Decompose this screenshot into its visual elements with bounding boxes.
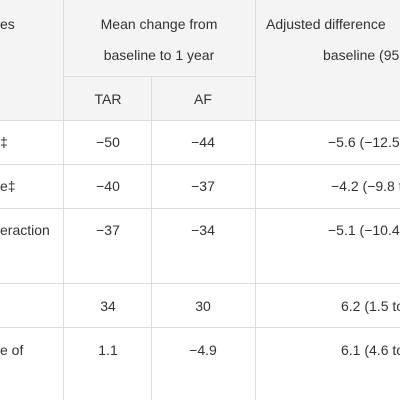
row-af-value-text: 30	[195, 298, 211, 314]
row-label: e of	[0, 340, 23, 360]
header-mean-change-line1: Mean change from	[101, 14, 218, 34]
row-divider	[0, 208, 400, 209]
row-divider	[63, 76, 255, 77]
row-diff-value: −4.2 (−9.8 t	[331, 176, 400, 196]
row-tar-value-text: 34	[100, 298, 116, 314]
row-label-text: ‡	[0, 134, 8, 150]
row-divider	[0, 120, 400, 121]
header-mean-change-line2: baseline to 1 year	[104, 45, 215, 65]
row-label-text: e‡	[0, 178, 16, 194]
row-af-value: −34	[191, 220, 215, 240]
row-label: eraction	[0, 220, 50, 240]
row-label-text: e of	[0, 342, 24, 358]
row-af-value-text: −44	[191, 134, 215, 150]
column-divider	[63, 0, 64, 400]
row-tar-value-text: −40	[96, 178, 120, 194]
subheader-tar-text: TAR	[94, 91, 122, 107]
header-adjusted-diff-line1-text: Adjusted difference	[266, 16, 386, 32]
row-af-value: −37	[191, 176, 215, 196]
row-diff-value: 6.1 (4.6 to	[341, 340, 400, 360]
row-diff-value: −5.1 (−10.4 t	[328, 220, 400, 240]
header-adjusted-diff-line1: Adjusted difference	[266, 14, 386, 34]
row-diff-value-text: −5.6 (−12.5 t	[328, 134, 400, 150]
row-tar-value-text: −37	[96, 222, 120, 238]
row-diff-value-text: 6.1 (4.6 to	[341, 342, 400, 358]
row-diff-value-text: −4.2 (−9.8 t	[331, 178, 400, 194]
row-af-value-text: −34	[191, 222, 215, 238]
row-label: e‡	[0, 176, 16, 196]
table-header-background	[0, 0, 400, 120]
row-tar-value: 34	[100, 296, 116, 316]
header-adjusted-diff-line2-text: baseline (95	[323, 47, 400, 63]
header-col0: es	[0, 14, 15, 34]
row-af-value: −44	[191, 132, 215, 152]
column-divider	[151, 76, 152, 400]
row-diff-value: −5.6 (−12.5 t	[328, 132, 400, 152]
row-diff-value-text: 6.2 (1.5 to	[341, 298, 400, 314]
row-tar-value-text: 1.1	[98, 342, 118, 358]
row-divider	[0, 327, 400, 328]
row-label: ‡	[0, 132, 8, 152]
row-label-text: eraction	[0, 222, 50, 238]
subheader-af-text: AF	[194, 91, 212, 107]
row-diff-value: 6.2 (1.5 to	[341, 296, 400, 316]
row-divider	[0, 283, 400, 284]
row-tar-value: −40	[96, 176, 120, 196]
row-tar-value: 1.1	[98, 340, 117, 360]
row-af-value-text: −37	[191, 178, 215, 194]
header-mean-change-line2-text: baseline to 1 year	[103, 47, 215, 63]
column-divider	[255, 0, 256, 400]
row-divider	[0, 164, 400, 165]
subheader-af: AF	[194, 89, 212, 109]
header-col0-text: es	[0, 16, 15, 32]
row-tar-value: −50	[96, 132, 120, 152]
subheader-tar: TAR	[95, 89, 122, 109]
row-diff-value-text: −5.1 (−10.4 t	[328, 222, 400, 238]
row-af-value: 30	[195, 296, 211, 316]
row-tar-value-text: −50	[96, 134, 120, 150]
row-af-value: −4.9	[189, 340, 217, 360]
header-mean-change-line1-text: Mean change from	[100, 16, 218, 32]
row-tar-value: −37	[96, 220, 120, 240]
row-af-value-text: −4.9	[189, 342, 217, 358]
header-adjusted-diff-line2: baseline (95	[323, 45, 399, 65]
